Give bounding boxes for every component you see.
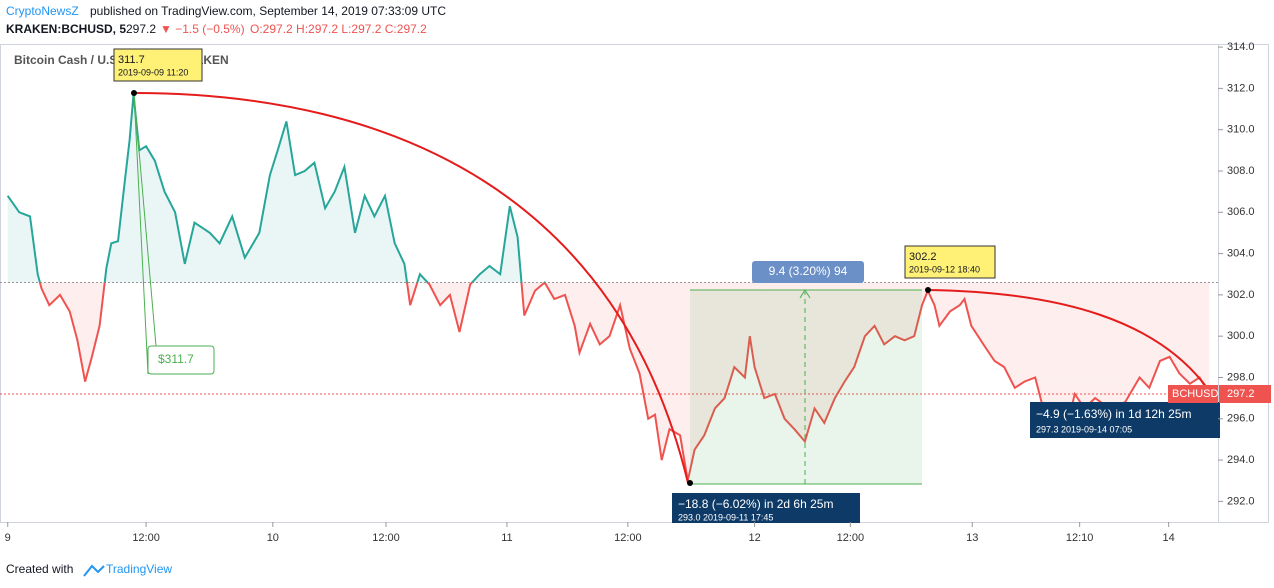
callout <box>147 345 215 375</box>
last-price: 297.2 <box>126 22 156 36</box>
callout <box>113 48 203 82</box>
y-tick-label: 296.0 <box>1227 413 1255 425</box>
x-tick-label: 12:00 <box>837 532 865 544</box>
callout <box>752 261 864 283</box>
x-tick-label: 10 <box>267 532 279 544</box>
callout-line <box>133 92 157 375</box>
y-tick-label: 308.0 <box>1227 165 1255 177</box>
x-tick-label: 12:00 <box>614 532 642 544</box>
ohlc: O:297.2 H:297.2 L:297.2 C:297.2 <box>250 22 427 36</box>
author: CryptoNewsZ <box>6 4 79 18</box>
callout-sub: 297.3 2019-09-14 07:05 <box>1036 424 1132 434</box>
y-tick-label: 302.0 <box>1227 289 1255 301</box>
y-tick-label: 314.0 <box>1227 41 1255 53</box>
y-tick-label: 312.0 <box>1227 82 1255 94</box>
anchor <box>131 90 137 96</box>
callout-text: 302.2 <box>909 251 937 263</box>
baseline-area <box>7 94 1210 481</box>
x-tick-label: 12:00 <box>132 532 160 544</box>
logo <box>83 564 105 577</box>
anchor <box>925 287 931 293</box>
y-tick-label: 304.0 <box>1227 247 1255 259</box>
x-tick-label: 12:10 <box>1066 532 1094 544</box>
callout <box>904 245 996 279</box>
y-tick-label: 298.0 <box>1227 371 1255 383</box>
price-label: 297.2 <box>1227 388 1255 400</box>
callout-sub: 2019-09-12 18:40 <box>909 264 980 274</box>
callout-text: 9.4 (3.20%) 94 <box>769 264 848 278</box>
y-tick-label: 292.0 <box>1227 495 1255 507</box>
measure-box <box>690 290 922 484</box>
y-tick-label: 294.0 <box>1227 454 1255 466</box>
footer-text: Created with <box>6 562 73 576</box>
y-tick-label: 310.0 <box>1227 124 1255 136</box>
footer-brand[interactable]: TradingView <box>106 562 172 576</box>
y-tick-label: 300.0 <box>1227 330 1255 342</box>
change: ▼ −1.5 (−0.5%) <box>160 22 245 36</box>
symbol: KRAKEN:BCHUSD, 5 <box>6 22 126 36</box>
x-tick-label: 12 <box>748 532 760 544</box>
callout <box>1030 402 1220 438</box>
trend-arc <box>133 92 689 484</box>
x-tick-label: 9 <box>5 532 11 544</box>
price-label-box <box>1219 384 1271 403</box>
callout-text: −4.9 (−1.63%) in 1d 12h 25m <box>1036 407 1191 421</box>
callout-text: −18.8 (−6.02%) in 2d 6h 25m <box>678 497 833 511</box>
x-tick-label: 12:00 <box>372 532 400 544</box>
price-tag <box>1168 384 1218 403</box>
y-tick-label: 306.0 <box>1227 206 1255 218</box>
arrow-head <box>799 289 811 299</box>
frame <box>0 44 1269 523</box>
trend-arc <box>927 289 1211 393</box>
price-line <box>6 94 1211 481</box>
price-tag-text: BCHUSD <box>1172 388 1219 400</box>
callout-text: 311.7 <box>118 54 145 66</box>
published: published on TradingView.com, September … <box>90 4 446 18</box>
plot <box>0 94 1218 481</box>
anchor <box>687 480 693 486</box>
x-tick-label: 14 <box>1163 532 1175 544</box>
x-tick-label: 13 <box>966 532 978 544</box>
callout-text: $311.7 <box>158 352 194 366</box>
callout <box>672 493 860 523</box>
callout-sub: 2019-09-09 11:20 <box>118 67 188 77</box>
x-tick-label: 11 <box>501 532 512 544</box>
callout-sub: 293.0 2019-09-11 17:45 <box>678 512 773 522</box>
